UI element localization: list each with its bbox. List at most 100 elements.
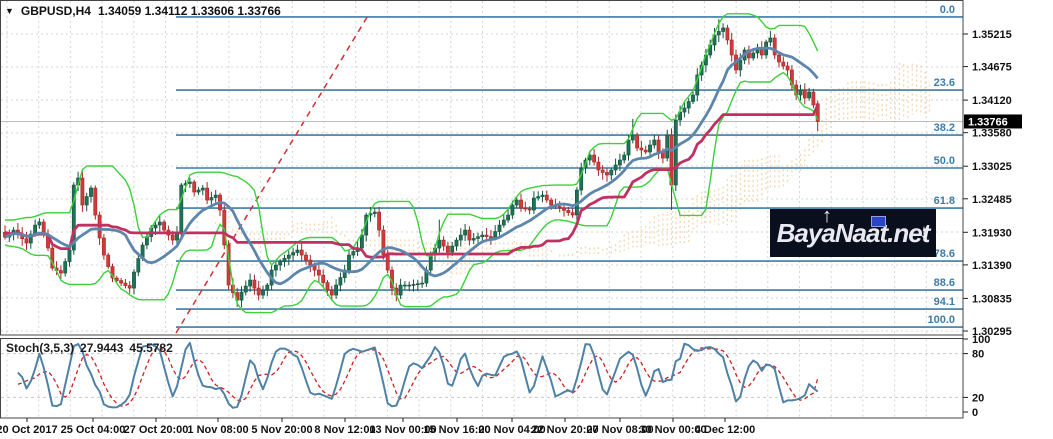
stoch-axis-label: 20 (972, 392, 984, 404)
candle-body (635, 134, 640, 149)
candle-body (570, 212, 575, 216)
candle-body (725, 27, 730, 41)
time-axis-label: 27 Nov 08:00 (586, 424, 653, 436)
price-axis-label: 1.32485 (972, 194, 1012, 206)
candle-body (321, 274, 326, 283)
price-axis-label: 1.30295 (972, 326, 1012, 338)
candle-body (102, 237, 106, 256)
candle-body (256, 287, 261, 296)
candle-body (540, 194, 545, 197)
candle-body (777, 54, 781, 63)
fib-level-label: 23.6 (934, 77, 955, 89)
fib-level-label: 38.2 (934, 122, 955, 134)
candle-body (295, 249, 300, 253)
candle-body (209, 197, 214, 201)
candle-body (441, 239, 446, 247)
candle-body (50, 247, 55, 269)
candle-body (639, 147, 644, 151)
candle-body (119, 280, 124, 284)
candle-body (738, 59, 743, 71)
fib-level-label: 88.6 (934, 277, 955, 289)
stochastic-layer (17, 341, 819, 409)
time-axis-label: 1 Nov 08:00 (187, 424, 248, 436)
watermark-up-arrow-icon: ↑ (822, 205, 832, 227)
candle-body (557, 206, 562, 209)
candle-body (132, 271, 136, 289)
candle-body (510, 204, 515, 216)
candle-body (613, 164, 618, 171)
symbol-dropdown-icon[interactable]: ▼ (5, 5, 14, 16)
candle-body (630, 134, 635, 141)
candle-body (549, 199, 554, 206)
candle-body (192, 181, 197, 193)
candle-body (802, 89, 807, 99)
candle-body (338, 277, 343, 286)
candle-body (200, 187, 205, 191)
time-axis-label: 13 Nov 00:00 (369, 424, 436, 436)
time-axis-label: 8 Nov 12:00 (314, 424, 375, 436)
candle-body (811, 91, 816, 106)
time-axis-label: 4 Dec 12:00 (695, 424, 756, 436)
candle-body (592, 154, 597, 163)
candle-body (531, 197, 536, 211)
candle-body (127, 285, 132, 289)
fib-level-label: 94.1 (934, 296, 955, 308)
candle-body (71, 184, 76, 251)
title-bar: ▼ GBPUSD,H4 1.34059 1.34112 1.33606 1.33… (5, 4, 281, 18)
candle-body (751, 52, 756, 59)
time-axis-label: 20 Oct 2017 (0, 424, 58, 436)
candle-body (304, 254, 308, 261)
candle-body (514, 199, 519, 206)
candle-body (454, 239, 459, 247)
fibonacci-layer: 0.0 23.6 38.2 50.0 61.8 78.6 88.6 94.1 100.0 (176, 4, 963, 328)
upper-band-line (5, 13, 819, 267)
time-axis-label: 27 Oct 20:00 (124, 424, 189, 436)
candle-body (643, 149, 648, 153)
candle-body (506, 214, 511, 221)
candle-body (179, 184, 184, 233)
candle-body (519, 199, 523, 209)
trend-line[interactable] (175, 13, 370, 334)
candle-body (325, 282, 330, 291)
candle-body (617, 159, 622, 166)
candle-body (351, 251, 356, 256)
price-axis-label: 1.33580 (972, 128, 1012, 140)
stoch-axis-label: 0 (972, 407, 978, 419)
candle-body (80, 177, 85, 206)
candle-body (110, 266, 115, 279)
ma-layer (4, 46, 819, 286)
candle-body (213, 194, 218, 198)
candle-body (308, 259, 313, 266)
watermark-down-arrow-icon: ↓ (919, 221, 929, 243)
candle-body (523, 207, 528, 210)
candle-body (781, 61, 786, 67)
candle-body (265, 284, 270, 291)
candle-body (243, 285, 248, 293)
candle-body (58, 270, 63, 274)
candle-body (772, 37, 777, 56)
candle-body (63, 261, 68, 274)
ma-crimson-line (4, 104, 819, 259)
candle-body (347, 254, 351, 271)
candle-body (407, 284, 412, 287)
candle-body (458, 234, 463, 241)
stoch-axis-label: 100 (972, 334, 990, 346)
watermark: BayaNaa t.net ↑ ↓ (770, 205, 936, 257)
stoch-k-line (17, 341, 819, 409)
candle-body (596, 161, 601, 171)
candle-body (334, 284, 339, 296)
candle-body (605, 172, 609, 176)
candle-body (798, 89, 803, 96)
price-axis-label: 1.34675 (972, 62, 1012, 74)
candle-body (196, 189, 201, 193)
time-axis-label: 25 Oct 04:00 (61, 424, 126, 436)
bands-layer (4, 13, 819, 314)
trend-layer (175, 13, 370, 334)
symbol-title: GBPUSD,H4 (20, 4, 91, 18)
candle-body (480, 234, 485, 238)
lower-band-line (4, 71, 819, 314)
candle-body (372, 211, 377, 214)
candle-body (316, 269, 321, 276)
